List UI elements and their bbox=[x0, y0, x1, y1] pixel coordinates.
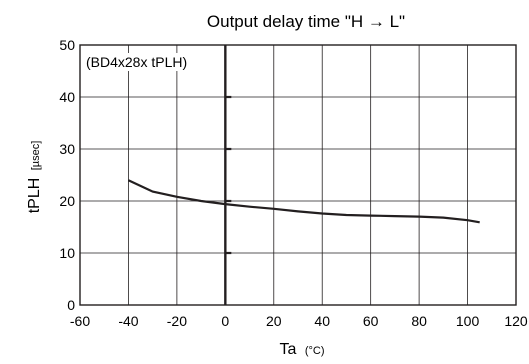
x-tick-label: 80 bbox=[411, 313, 427, 329]
x-tick-label: -20 bbox=[167, 313, 187, 329]
x-tick-label: 40 bbox=[314, 313, 330, 329]
svg-text:Ta (°C): Ta (°C) bbox=[279, 341, 324, 358]
grid bbox=[79, 44, 517, 306]
series-line bbox=[127, 179, 480, 224]
x-axis-unit: (°C) bbox=[305, 345, 325, 357]
y-axis-unit: [µsec] bbox=[30, 141, 42, 171]
x-tick-label: 20 bbox=[266, 313, 282, 329]
y-tick-label: 20 bbox=[59, 193, 75, 209]
y-tick-label: 10 bbox=[59, 245, 75, 261]
y-tick-label: 0 bbox=[67, 297, 75, 313]
x-tick-label: -40 bbox=[118, 313, 138, 329]
annotation-label: (BD4x28x tPLH) bbox=[86, 54, 187, 70]
y-tick-label: 30 bbox=[59, 141, 75, 157]
tick-labels: -60 -40 -20 0 20 40 60 80 100 120 0 10 20 30 40 50 bbox=[59, 37, 527, 329]
svg-text:tPLH [µsec]: tPLH [µsec] bbox=[26, 141, 43, 214]
plot-frame bbox=[79, 44, 517, 306]
y-tick-label: 40 bbox=[59, 89, 75, 105]
x-tick-label: 60 bbox=[363, 313, 379, 329]
y-axis-label: tPLH [µsec] bbox=[26, 141, 43, 214]
x-tick-label: 100 bbox=[456, 313, 480, 329]
x-tick-label: 120 bbox=[504, 313, 528, 329]
chart-title: Output delay time "H → L" bbox=[207, 12, 405, 31]
x-tick-label: -60 bbox=[70, 313, 90, 329]
x-axis-label: Ta (°C) bbox=[279, 341, 324, 358]
x-tick-label: 0 bbox=[221, 313, 229, 329]
y-axis-title: tPLH bbox=[26, 178, 43, 214]
annotation-background bbox=[84, 53, 190, 71]
y-tick-label: 50 bbox=[59, 37, 75, 53]
x-axis-title: Ta bbox=[279, 341, 296, 358]
